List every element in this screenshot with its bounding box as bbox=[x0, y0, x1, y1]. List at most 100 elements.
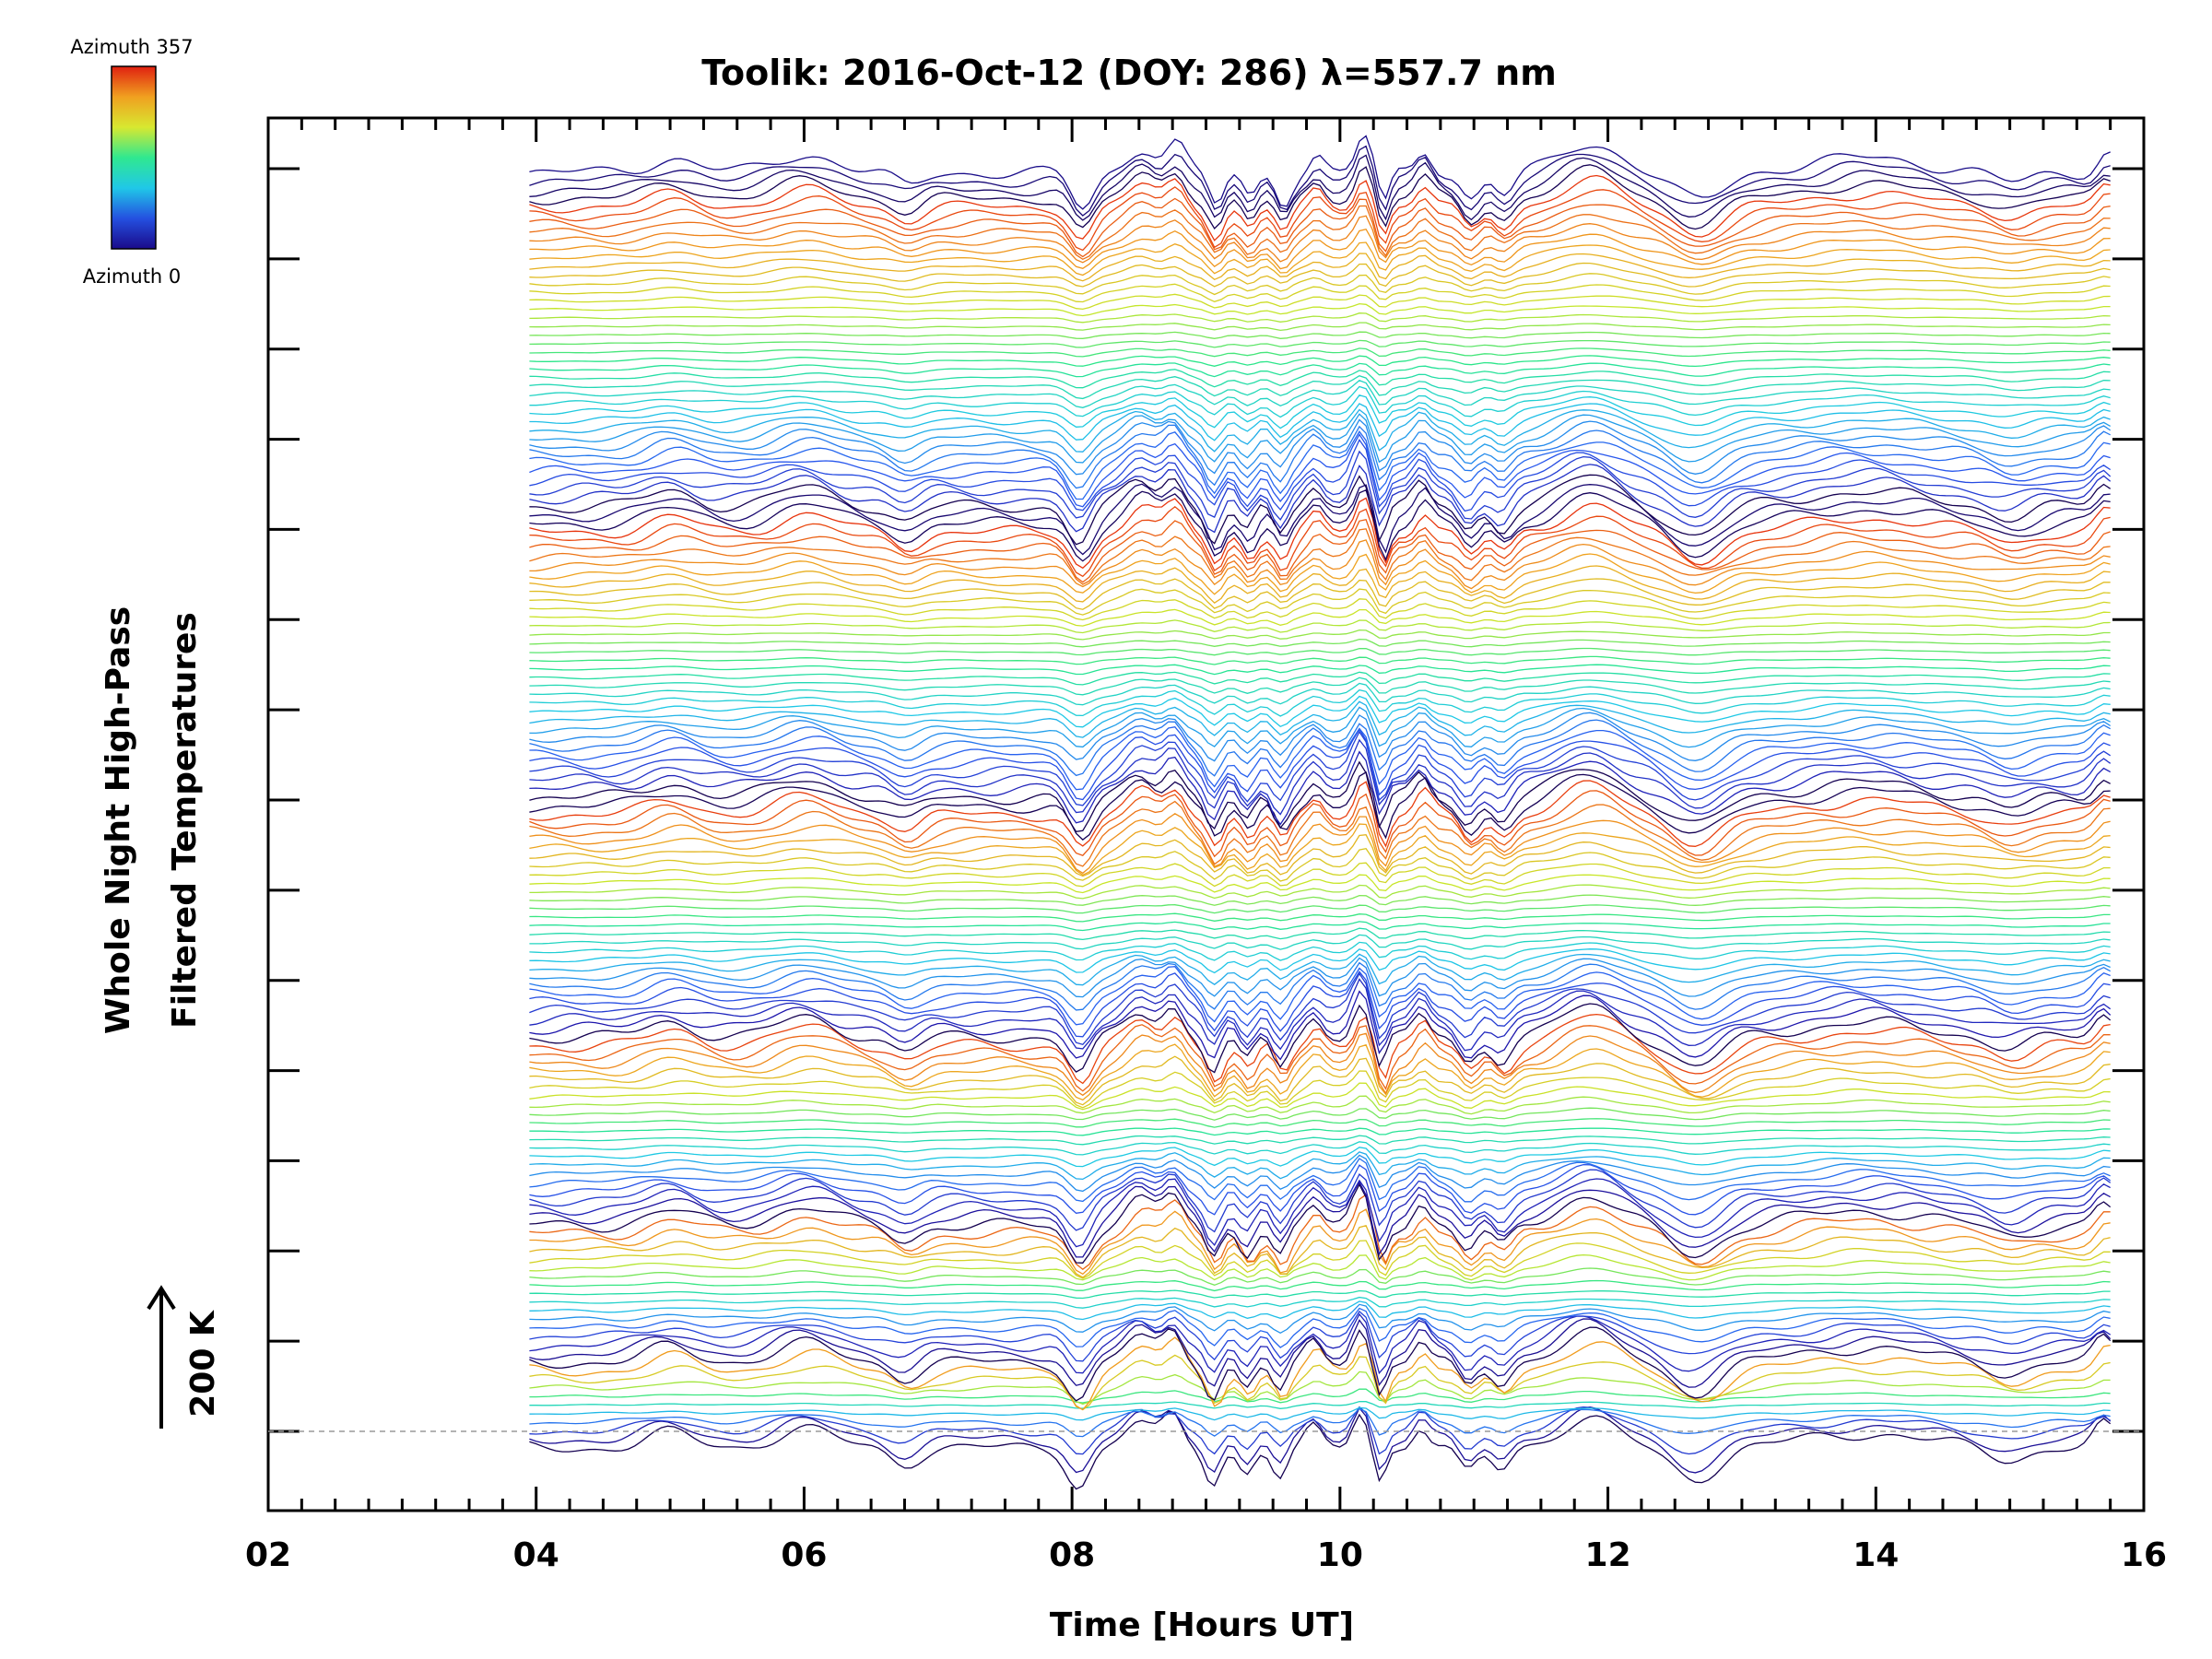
trace-line bbox=[529, 874, 2111, 894]
x-tick-label: 10 bbox=[1317, 1536, 1363, 1574]
trace-line bbox=[529, 1279, 2111, 1292]
trace-line bbox=[529, 771, 2111, 841]
trace-line bbox=[529, 834, 2111, 877]
trace-line bbox=[529, 1151, 2111, 1181]
trace-line bbox=[529, 154, 2111, 221]
trace-line bbox=[529, 394, 2111, 429]
trace-line bbox=[529, 682, 2111, 706]
y-axis-label-line2: Filtered Temperatures bbox=[166, 612, 204, 1029]
trace-line bbox=[529, 450, 2112, 521]
trace-line bbox=[529, 790, 2111, 858]
trace-line bbox=[529, 1141, 2111, 1156]
trace-line bbox=[529, 1163, 2112, 1216]
trace-line bbox=[529, 1135, 2111, 1146]
trace-line bbox=[529, 904, 2111, 914]
trace-line bbox=[529, 948, 2111, 974]
trace-line bbox=[529, 725, 2111, 791]
trace-line bbox=[529, 497, 2111, 570]
trace-line bbox=[529, 339, 2111, 348]
trace-line bbox=[529, 800, 2111, 867]
trace-line bbox=[529, 528, 2111, 585]
trace-line bbox=[529, 1336, 2111, 1411]
trace-line bbox=[529, 780, 2111, 848]
trace-line bbox=[529, 1182, 2112, 1264]
trace-line bbox=[529, 664, 2111, 676]
trace-line bbox=[529, 362, 2111, 378]
trace-line bbox=[529, 1371, 2111, 1406]
trace-line bbox=[529, 588, 2111, 616]
trace-line bbox=[529, 912, 2111, 923]
trace-line bbox=[529, 1194, 2111, 1271]
trace-line bbox=[529, 978, 2112, 1052]
trace-line bbox=[529, 464, 2112, 534]
trace-line bbox=[529, 347, 2111, 358]
trace-line bbox=[529, 1300, 2111, 1321]
trace-line bbox=[529, 1326, 2112, 1402]
trace-line bbox=[529, 553, 2111, 595]
trace-line bbox=[529, 322, 2111, 332]
trace-line bbox=[529, 488, 2111, 562]
trace-line bbox=[529, 730, 2112, 806]
trace-line bbox=[529, 578, 2111, 610]
trace-line bbox=[529, 961, 2112, 1011]
trace-line bbox=[529, 424, 2111, 489]
trace-line bbox=[529, 369, 2111, 389]
trace-line bbox=[529, 174, 2111, 241]
trace-line bbox=[529, 1178, 2112, 1248]
trace-line bbox=[529, 215, 2111, 264]
trace-line bbox=[529, 957, 2111, 998]
trace-line bbox=[529, 539, 2111, 590]
x-tick-label: 06 bbox=[781, 1536, 827, 1574]
trace-line bbox=[529, 438, 2112, 512]
trace-line bbox=[529, 700, 2111, 738]
trace-line bbox=[529, 655, 2111, 665]
trace-line bbox=[529, 241, 2111, 276]
trace-line bbox=[529, 312, 2111, 324]
trace-line bbox=[529, 966, 2111, 1026]
trace-layer bbox=[529, 135, 2112, 1490]
trace-line bbox=[529, 1043, 2111, 1101]
trace-line bbox=[529, 1095, 2111, 1115]
trace-line bbox=[529, 862, 2111, 888]
trace-line bbox=[529, 355, 2111, 368]
trace-line bbox=[529, 205, 2111, 261]
trace-line bbox=[529, 197, 2111, 258]
trace-line bbox=[529, 1318, 2112, 1388]
trace-line bbox=[529, 1406, 2112, 1455]
trace-line bbox=[529, 629, 2111, 641]
x-tick-label: 02 bbox=[245, 1536, 291, 1574]
x-tick-label: 14 bbox=[1853, 1536, 1899, 1574]
trace-line bbox=[529, 1003, 2112, 1074]
trace-line bbox=[529, 1032, 2111, 1097]
scale-bar-label: 200 K bbox=[184, 1310, 222, 1418]
trace-line bbox=[529, 1253, 2111, 1281]
scale-bar-arrowhead bbox=[147, 1285, 176, 1311]
trace-line bbox=[529, 712, 2112, 762]
trace-line bbox=[529, 1307, 2111, 1348]
trace-line bbox=[529, 1024, 2111, 1092]
trace-line bbox=[529, 1013, 2111, 1085]
trace-line bbox=[529, 823, 2111, 877]
trace-line bbox=[529, 403, 2111, 441]
trace-line bbox=[529, 706, 2111, 748]
x-tick-label: 08 bbox=[1049, 1536, 1095, 1574]
trace-line bbox=[529, 1289, 2111, 1300]
trace-line bbox=[529, 921, 2111, 932]
trace-line bbox=[529, 145, 2111, 217]
trace-line bbox=[529, 1406, 2112, 1474]
trace-line bbox=[529, 418, 2112, 476]
trace-line bbox=[529, 1158, 2111, 1203]
trace-line bbox=[529, 934, 2111, 950]
y-axis-label-line1: Whole Night High-Pass bbox=[100, 606, 137, 1034]
x-axis-label: Time [Hours UT] bbox=[1050, 1606, 1354, 1644]
trace-line bbox=[529, 283, 2111, 303]
trace-line bbox=[529, 647, 2111, 656]
trace-line bbox=[529, 894, 2111, 906]
trace-line bbox=[529, 1181, 2112, 1258]
trace-line bbox=[529, 1082, 2111, 1111]
trace-line bbox=[529, 1267, 2111, 1286]
trace-line bbox=[529, 505, 2111, 578]
trace-line bbox=[529, 273, 2111, 296]
trace-line bbox=[529, 760, 2111, 833]
